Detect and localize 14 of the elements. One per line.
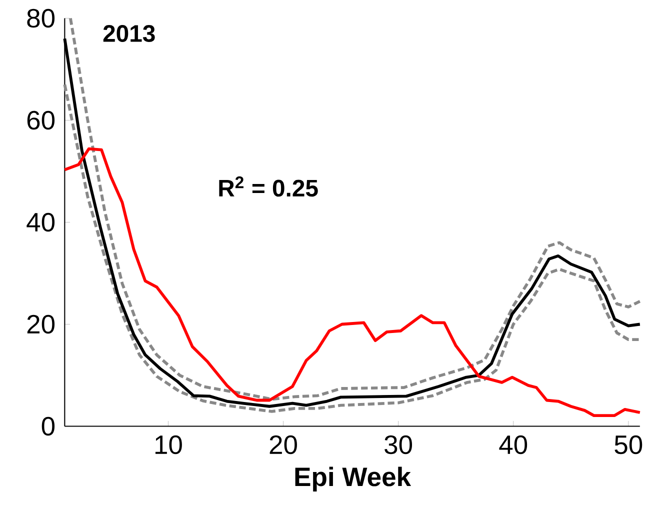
x-tick-label: 50 xyxy=(614,435,642,454)
y-tick-label: 0 xyxy=(42,416,55,436)
line-series xyxy=(63,147,642,418)
y-tick-label: 60 xyxy=(27,110,55,130)
x-tick-label: 40 xyxy=(499,435,528,454)
x-axis-title: Epi Week xyxy=(295,466,412,492)
x-tick-label: 30 xyxy=(384,435,412,454)
annotation: R$^{2}$ = 0.25 xyxy=(219,176,318,197)
y-tick-label: 80 xyxy=(27,8,55,28)
y-tick-label: 20 xyxy=(27,314,55,334)
y-tick-label: 40 xyxy=(26,212,55,232)
x-tick-label: 20 xyxy=(270,435,297,454)
x-tick-label: 10 xyxy=(155,435,182,454)
annotation: 2013 xyxy=(103,25,155,42)
